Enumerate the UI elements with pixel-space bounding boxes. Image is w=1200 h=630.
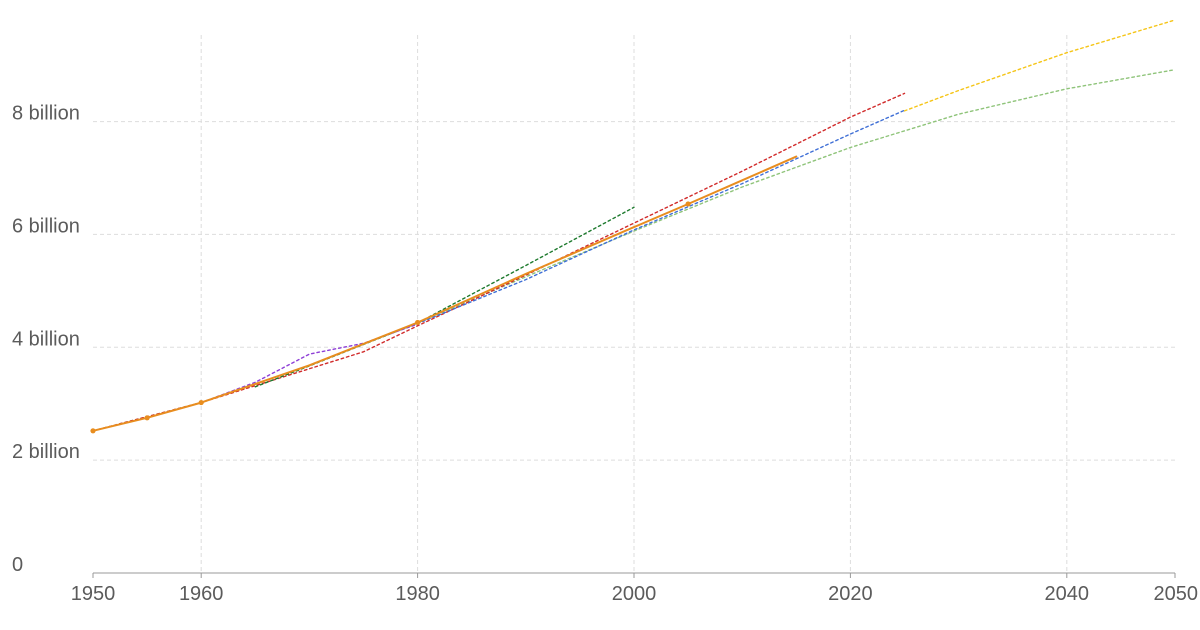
x-tick-label: 1980 (395, 583, 440, 605)
x-tick-label: 2000 (612, 583, 657, 605)
y-tick-label: 8 billion (12, 103, 80, 125)
series-marker (144, 415, 150, 421)
series-marker (685, 201, 691, 207)
series-marker (90, 428, 96, 434)
grid-lines (93, 35, 1175, 573)
x-tick-label: 2020 (828, 583, 873, 605)
axes: 0 2 billion 4 billion 6 billion 8 billion 195… (12, 103, 1198, 605)
x-tick-label: 2050 (1154, 583, 1199, 605)
series-line-7 (92, 155, 798, 432)
series-line-6 (416, 109, 906, 325)
series-line-2 (903, 19, 1176, 112)
y-tick-label: 0 (12, 554, 23, 576)
x-tick-label: 1960 (179, 583, 224, 605)
series-line-1 (92, 69, 1176, 432)
data-series (90, 19, 1176, 434)
y-tick-label: 4 billion (12, 328, 80, 350)
series-line-3 (92, 92, 906, 432)
y-tick-label: 2 billion (12, 441, 80, 463)
x-tick-label: 2040 (1045, 583, 1090, 605)
series-marker (415, 319, 421, 326)
x-tick-label: 1950 (71, 583, 116, 605)
y-tick-label: 6 billion (12, 215, 80, 237)
series-line-4 (254, 206, 635, 388)
series-marker (198, 399, 204, 406)
